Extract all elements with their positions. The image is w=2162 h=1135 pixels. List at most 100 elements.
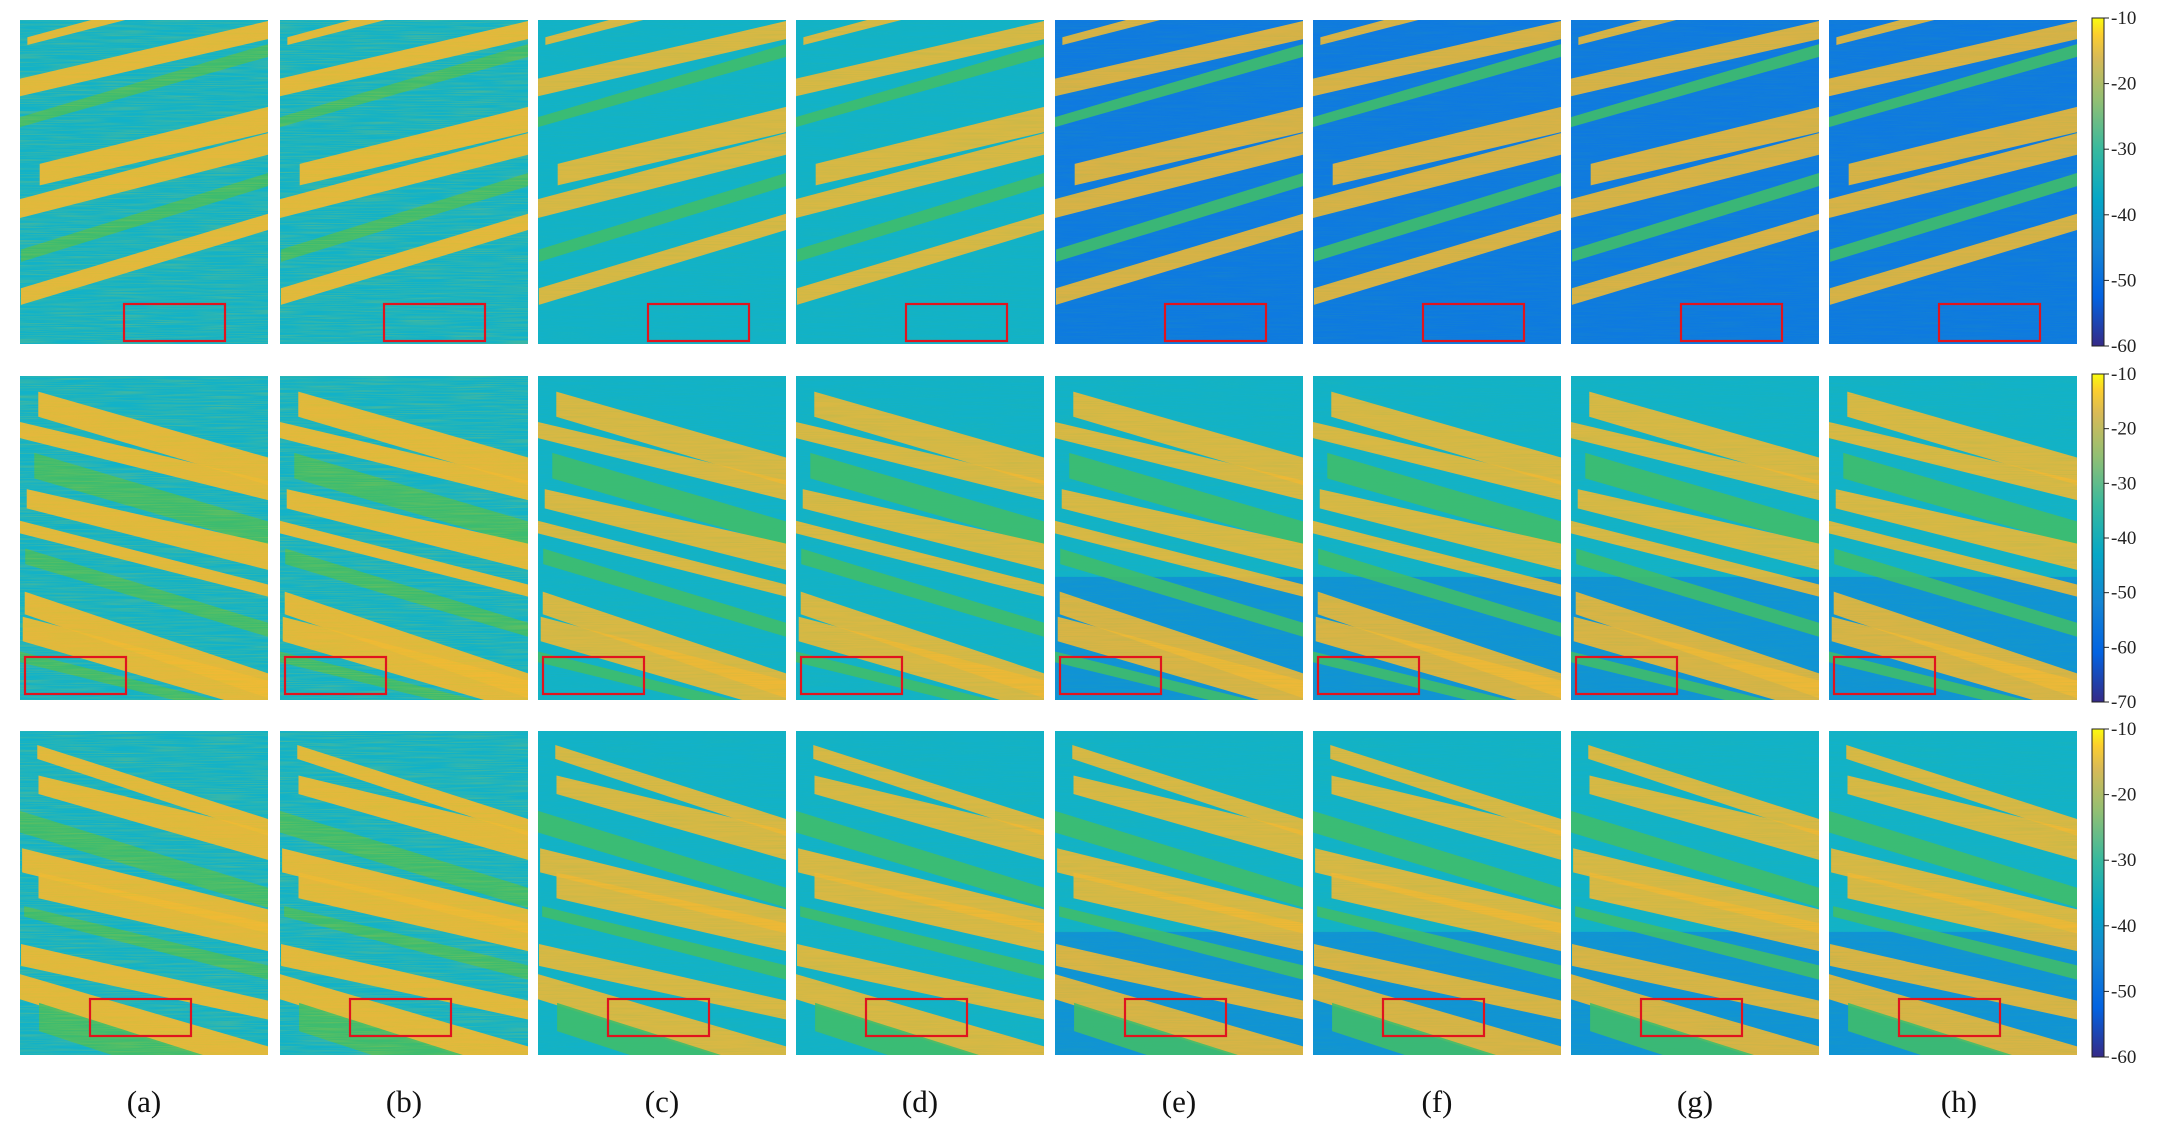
- panel-label: (e): [1162, 1084, 1196, 1119]
- streak-texture: [538, 376, 786, 700]
- panel-label: (c): [645, 1084, 679, 1119]
- panel-label: (h): [1941, 1084, 1977, 1119]
- colorbar-tick-label: -50: [2111, 981, 2136, 1002]
- highlight-box: [606, 997, 711, 1038]
- heatmap-panel: [1571, 731, 1819, 1055]
- highlight-box: [864, 997, 969, 1038]
- highlight-box: [382, 302, 487, 343]
- streak-texture: [1055, 731, 1303, 1055]
- colorbar-tick-label: -40: [2111, 205, 2136, 226]
- panel-label: (d): [902, 1084, 938, 1119]
- streak-texture: [796, 376, 1044, 700]
- heatmap-panel: [20, 731, 268, 1055]
- colorbar-tick-label: -10: [2111, 364, 2136, 385]
- colorbar-tick-label: -70: [2111, 692, 2136, 713]
- streak-texture: [1055, 20, 1303, 344]
- highlight-box: [1897, 997, 2002, 1038]
- heatmap-panel: [538, 731, 786, 1055]
- colorbar-tick-label: -30: [2111, 139, 2136, 160]
- heatmap-panel: [280, 731, 528, 1055]
- heatmap-panel: [1313, 20, 1561, 344]
- heatmap-panel: [538, 376, 786, 700]
- colorbar-gradient: [2091, 373, 2105, 703]
- colorbar: -10 -20 -30 -40 -50 -60: [2091, 8, 2136, 357]
- colorbar-tick-label: -20: [2111, 785, 2136, 806]
- colorbar-gradient: [2091, 17, 2105, 347]
- heatmap-panel: [538, 20, 786, 344]
- colorbar-gradient: [2091, 728, 2105, 1058]
- noise-texture: [20, 376, 268, 700]
- streak-texture: [1571, 20, 1819, 344]
- noise-texture: [280, 376, 528, 700]
- noise-texture: [280, 20, 528, 344]
- highlight-box: [1123, 997, 1228, 1038]
- colorbar-tick-label: -50: [2111, 270, 2136, 291]
- highlight-box: [23, 655, 128, 696]
- panel-label: (f): [1422, 1084, 1453, 1119]
- highlight-box: [1679, 302, 1784, 343]
- highlight-box: [1058, 655, 1163, 696]
- highlight-box: [904, 302, 1009, 343]
- panel-label-group: (a) (b) (c) (d) (e) (f) (g) (h): [127, 1084, 1977, 1119]
- colorbar-tick-label: -30: [2111, 850, 2136, 871]
- colorbar-tick-label: -60: [2111, 637, 2136, 658]
- streak-texture: [796, 20, 1044, 344]
- streak-texture: [1829, 731, 2077, 1055]
- highlight-box: [88, 997, 193, 1038]
- heatmap-panel: [1829, 376, 2077, 700]
- heatmap-panel: [1055, 731, 1303, 1055]
- noise-texture: [20, 20, 268, 344]
- colorbar-tick-label: -10: [2111, 719, 2136, 740]
- highlight-box: [1574, 655, 1679, 696]
- heatmap-panel: [1313, 731, 1561, 1055]
- highlight-box: [646, 302, 751, 343]
- highlight-box: [348, 997, 453, 1038]
- highlight-box: [283, 655, 388, 696]
- heatmap-panel: [280, 20, 528, 344]
- panel-label: (a): [127, 1084, 161, 1119]
- highlight-box: [1163, 302, 1268, 343]
- streak-texture: [796, 731, 1044, 1055]
- streak-texture: [1313, 731, 1561, 1055]
- heatmap-panel: [1055, 20, 1303, 344]
- highlight-box: [1381, 997, 1486, 1038]
- streak-texture: [538, 731, 786, 1055]
- streak-texture: [1571, 731, 1819, 1055]
- panel-grid: [20, 20, 2077, 1055]
- streak-texture: [538, 20, 786, 344]
- highlight-box: [799, 655, 904, 696]
- heatmap-panel: [1829, 20, 2077, 344]
- panel-label: (b): [386, 1084, 422, 1119]
- colorbar-tick-label: -60: [2111, 1047, 2136, 1068]
- heatmap-panel: [1571, 376, 1819, 700]
- streak-texture: [1829, 376, 2077, 700]
- colorbar: -10 -20 -30 -40 -50 -60: [2091, 719, 2136, 1068]
- colorbar-tick-label: -40: [2111, 916, 2136, 937]
- colorbar-tick-label: -20: [2111, 74, 2136, 95]
- panel-label: (g): [1677, 1084, 1713, 1119]
- heatmap-panel: [1055, 376, 1303, 700]
- highlight-box: [1421, 302, 1526, 343]
- streak-texture: [1313, 376, 1561, 700]
- heatmap-panel: [20, 20, 268, 344]
- highlight-box: [1316, 655, 1421, 696]
- streak-texture: [1313, 20, 1561, 344]
- heatmap-panel: [1571, 20, 1819, 344]
- heatmap-panel: [1829, 731, 2077, 1055]
- highlight-box: [541, 655, 646, 696]
- highlight-box: [122, 302, 227, 343]
- streak-texture: [1829, 20, 2077, 344]
- highlight-box: [1832, 655, 1937, 696]
- colorbar-tick-label: -30: [2111, 473, 2136, 494]
- heatmap-panel: [796, 731, 1044, 1055]
- heatmap-panel: [20, 376, 268, 700]
- heatmap-panel: [1313, 376, 1561, 700]
- noise-texture: [280, 731, 528, 1055]
- colorbar-tick-label: -40: [2111, 528, 2136, 549]
- streak-texture: [1571, 376, 1819, 700]
- streak-texture: [1055, 376, 1303, 700]
- colorbar-tick-label: -20: [2111, 419, 2136, 440]
- heatmap-panel: [796, 376, 1044, 700]
- colorbar-tick-label: -10: [2111, 8, 2136, 29]
